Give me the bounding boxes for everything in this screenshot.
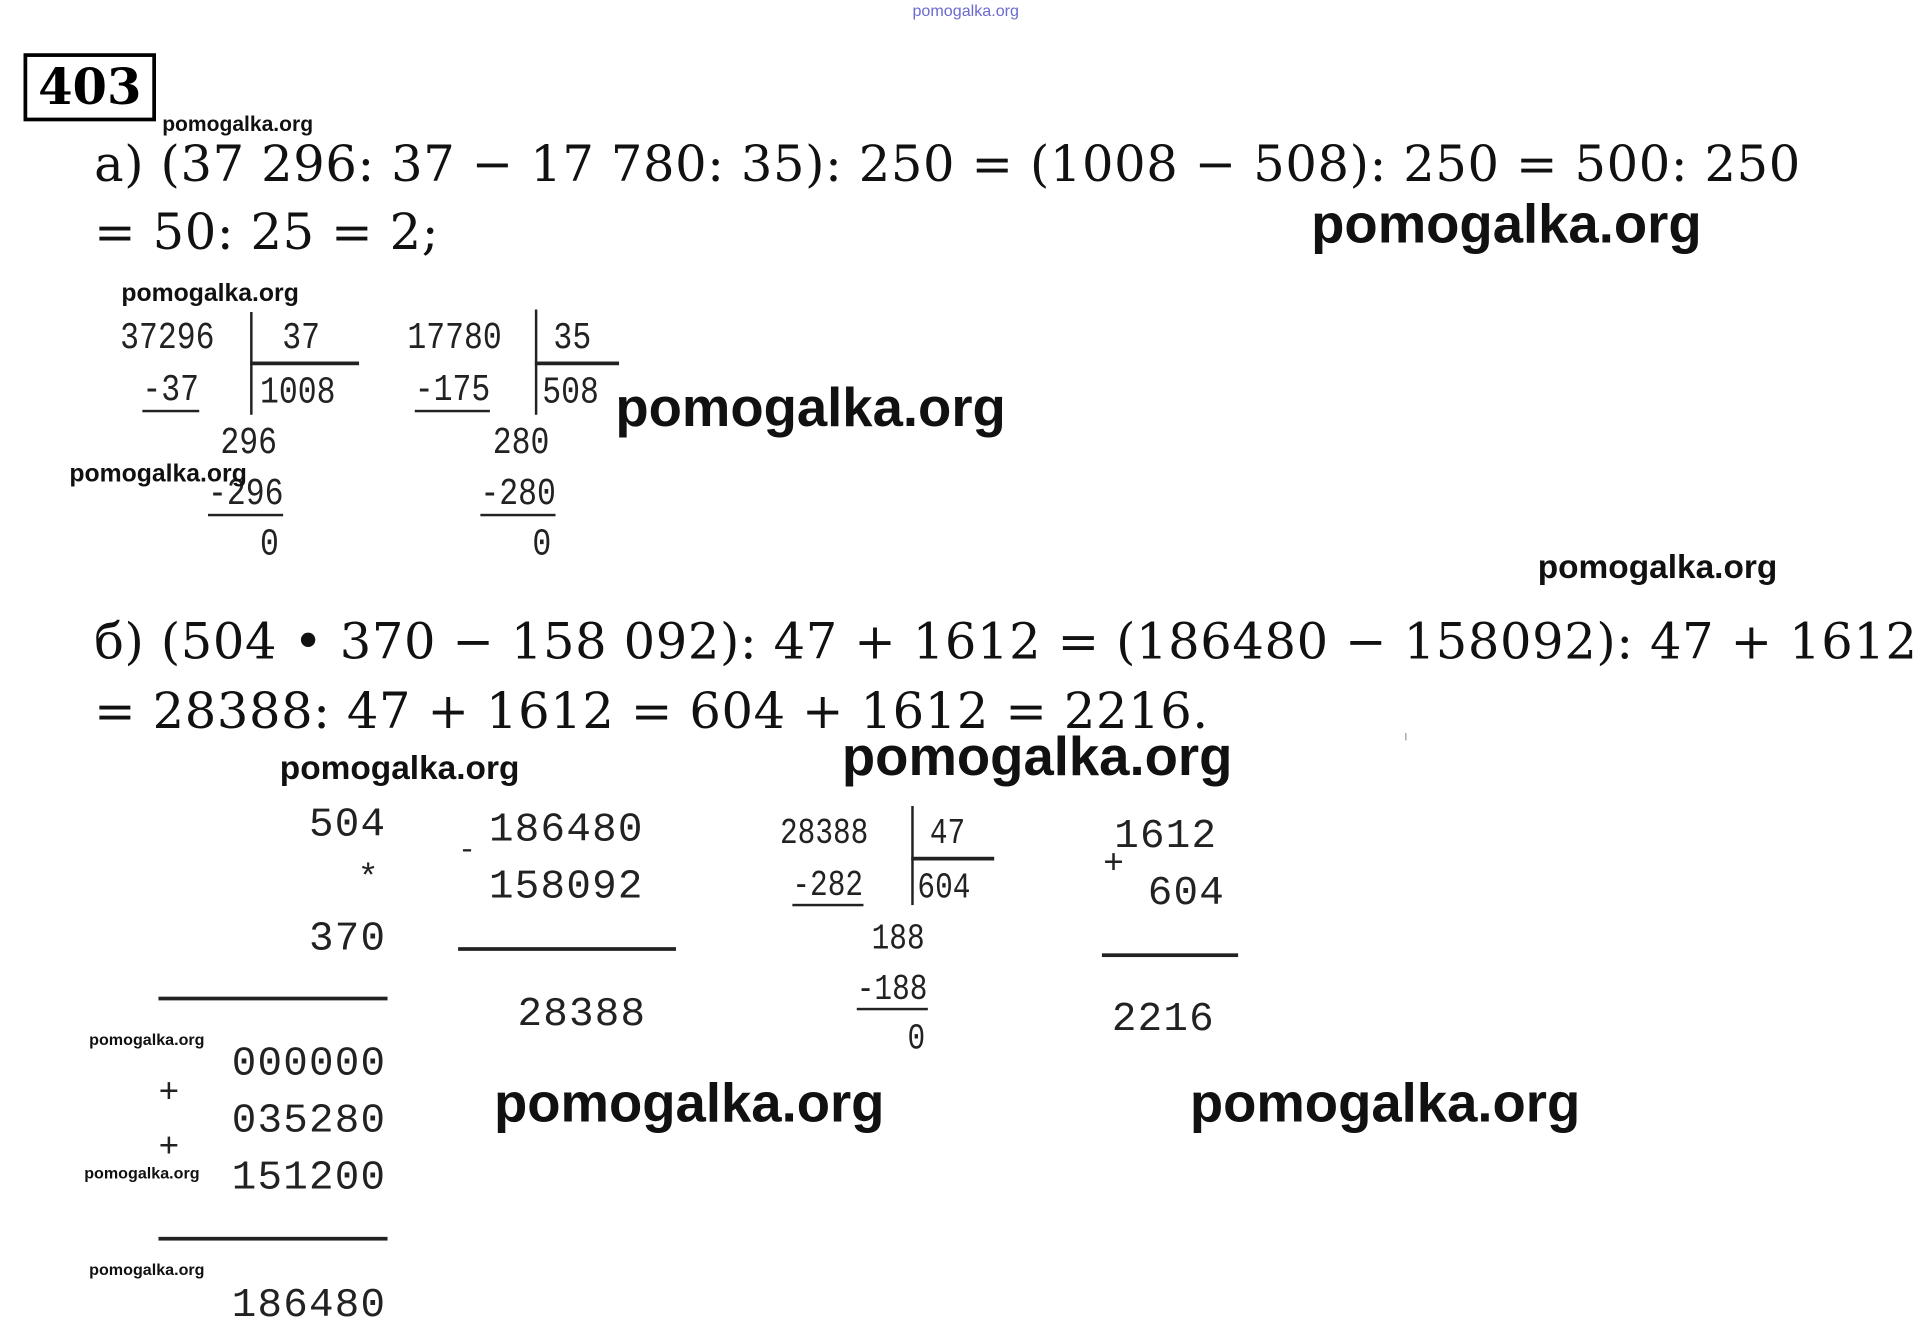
remainder: 0	[532, 523, 552, 568]
dividend: 17780	[407, 316, 502, 361]
quotient: 1008	[260, 371, 336, 415]
result-line	[158, 996, 388, 1001]
divisor-line	[250, 361, 360, 366]
part-a-line1: а) (37 296: 37 − 17 780: 35): 250 = (100…	[94, 136, 1801, 194]
watermark: pomogalka.org	[121, 279, 299, 308]
divisor-line	[534, 361, 620, 366]
part-b-line2: = 28388: 47 + 1612 = 604 + 1612 = 2216.	[94, 683, 1209, 741]
remainder: 296	[220, 422, 278, 466]
quotient: 508	[542, 371, 599, 415]
watermark: pomogalka.org	[615, 377, 1006, 439]
plus-sign: +	[158, 1074, 181, 1114]
step: -282	[792, 865, 864, 907]
remainder: 188	[871, 918, 925, 960]
divisor: 47	[929, 813, 966, 855]
step: -175	[414, 368, 491, 413]
division-bar	[911, 806, 914, 906]
partial-product: 000000	[231, 1041, 387, 1088]
watermark: pomogalka.org	[494, 1073, 885, 1135]
addend-a: 1612	[1114, 813, 1218, 860]
factor-b: 370	[309, 916, 387, 963]
divisor: 35	[553, 316, 592, 361]
quotient: 604	[917, 867, 971, 909]
watermark: pomogalka.org	[162, 112, 314, 137]
part-a-line2: = 50: 25 = 2;	[94, 204, 440, 262]
subtrahend: 158092	[489, 864, 644, 911]
divisor: 37	[282, 316, 321, 361]
problem-number: 403	[23, 53, 157, 122]
watermark: pomogalka.org	[1537, 548, 1778, 586]
result-line	[158, 1236, 388, 1241]
step: -296	[208, 472, 284, 517]
step: -280	[480, 472, 556, 517]
watermark: pomogalka.org	[1311, 194, 1702, 256]
partial-product: 035280	[231, 1098, 387, 1145]
dividend: 37296	[120, 316, 215, 361]
step: -37	[142, 368, 200, 413]
factor-a: 504	[309, 802, 387, 849]
remainder: 280	[492, 422, 550, 466]
remainder: 0	[260, 523, 279, 568]
sum: 2216	[1111, 996, 1215, 1043]
multiply-sign: *	[357, 860, 380, 899]
minuend: 186480	[489, 807, 644, 854]
watermark: pomogalka.org	[1189, 1073, 1581, 1135]
addend-b: 604	[1147, 870, 1226, 917]
difference: 28388	[517, 991, 647, 1038]
stray-mark	[1405, 732, 1407, 741]
result-line	[1101, 953, 1239, 958]
step: -188	[856, 969, 928, 1011]
watermark: pomogalka.org	[84, 1163, 200, 1183]
part-b-line1: б) (504 • 370 − 158 092): 47 + 1612 = (1…	[94, 614, 1918, 672]
watermark: pomogalka.org	[69, 460, 247, 488]
result-line	[458, 947, 677, 951]
remainder: 0	[907, 1018, 926, 1060]
dividend: 28388	[780, 813, 869, 855]
partial-product: 151200	[231, 1155, 387, 1201]
minus-sign: -	[458, 834, 478, 868]
divisor-line	[911, 856, 995, 861]
watermark: pomogalka.org	[279, 749, 520, 787]
product: 186480	[231, 1282, 387, 1329]
top-watermark: pomogalka.org	[912, 1, 1019, 20]
watermark: pomogalka.org	[841, 726, 1233, 788]
watermark: pomogalka.org	[89, 1030, 205, 1049]
plus-sign: +	[158, 1129, 181, 1168]
plus-sign: +	[1103, 845, 1126, 885]
watermark: pomogalka.org	[89, 1260, 205, 1279]
